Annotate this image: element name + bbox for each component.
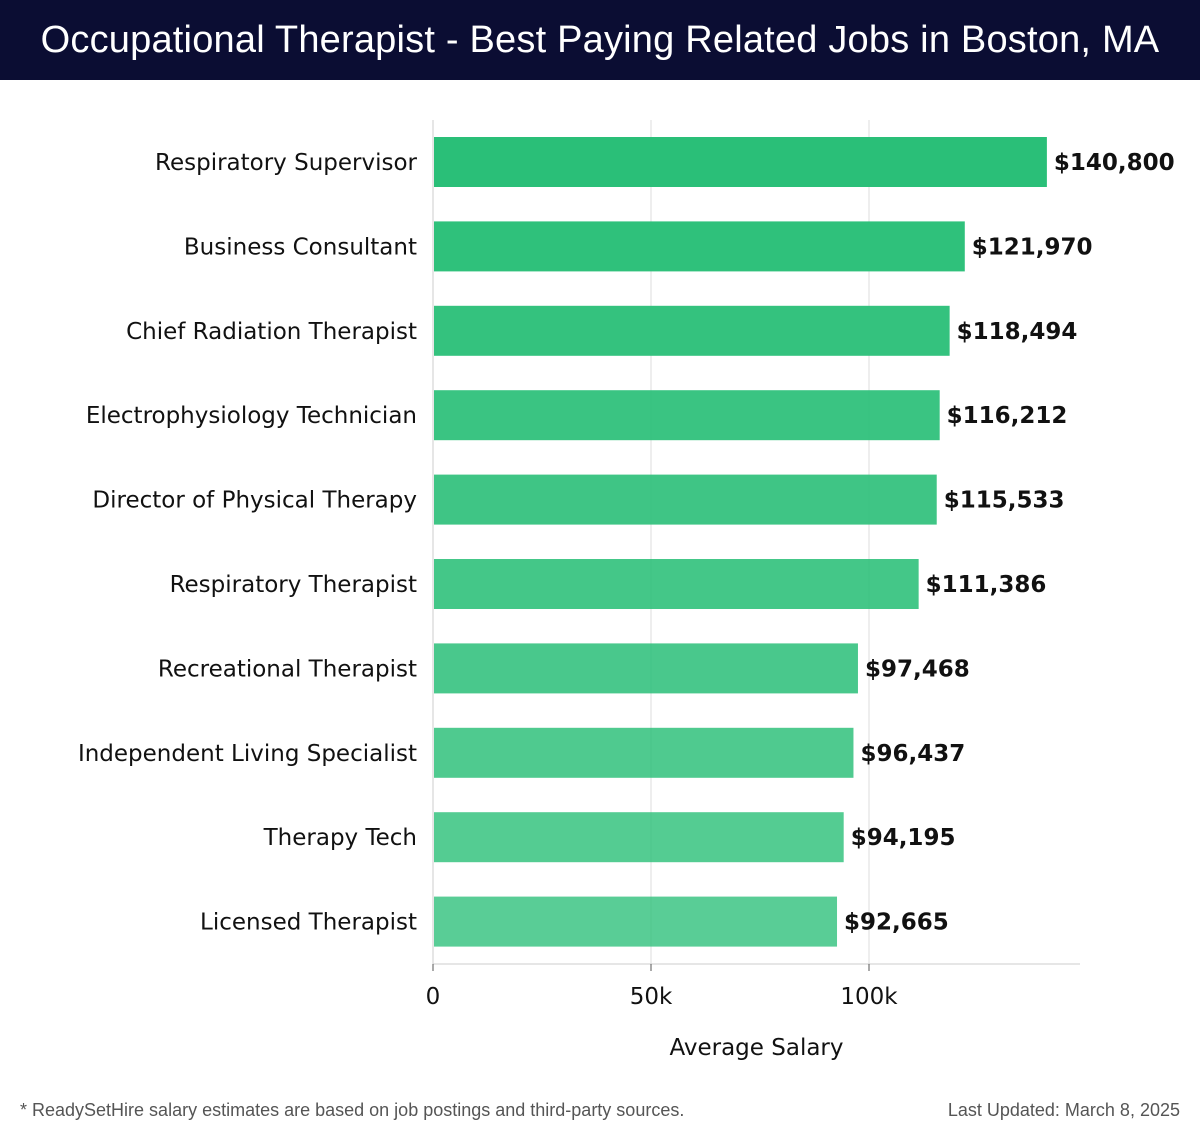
bar [434,474,937,525]
x-tick-label: 100k [840,984,898,1010]
bar [434,727,854,778]
bar [434,559,919,609]
bar [434,812,844,863]
value-label: $116,212 [947,403,1068,429]
bar [434,305,950,356]
bar [434,643,858,694]
chart-header: Occupational Therapist - Best Paying Rel… [0,0,1200,80]
x-tick-label: 0 [426,984,441,1010]
value-label: $121,970 [972,234,1093,260]
value-label: $97,468 [865,656,970,682]
label-layer: Respiratory Supervisor $140,800 Business C… [78,150,1175,936]
category-label: Respiratory Supervisor [155,150,418,176]
category-label: Business Consultant [184,234,417,260]
value-label: $140,800 [1054,150,1175,176]
axis-layer: 0 50k 100k Average Salary [426,120,1080,1061]
value-label: $92,665 [844,910,949,936]
bar-chart: Respiratory Supervisor $140,800 Business C… [78,120,1175,1061]
bar [434,390,940,441]
category-label: Respiratory Therapist [170,572,417,598]
category-label: Licensed Therapist [200,910,417,936]
value-label: $94,195 [851,825,956,851]
value-label: $115,533 [944,488,1065,514]
value-label: $118,494 [957,319,1078,345]
bar [434,221,965,272]
bar [434,137,1047,187]
category-label: Recreational Therapist [158,656,417,682]
chart-title: Occupational Therapist - Best Paying Rel… [40,18,1160,61]
bar-layer [434,137,1047,947]
value-label: $96,437 [860,741,965,767]
category-label: Therapy Tech [263,825,417,851]
category-label: Independent Living Specialist [78,741,417,767]
x-axis-title: Average Salary [669,1035,843,1061]
category-label: Director of Physical Therapy [92,488,417,514]
footer-note: * ReadySetHire salary estimates are base… [20,1100,685,1120]
value-label: $111,386 [926,572,1047,598]
bar [434,896,838,947]
x-tick-label: 50k [630,984,673,1010]
footer-updated: Last Updated: March 8, 2025 [947,1100,1180,1120]
category-label: Chief Radiation Therapist [126,319,417,345]
category-label: Electrophysiology Technician [86,403,417,429]
